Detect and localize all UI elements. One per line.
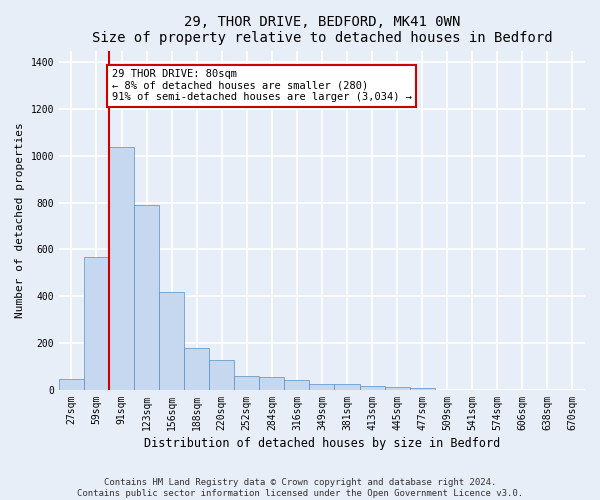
- Bar: [334, 384, 359, 390]
- Bar: [359, 386, 385, 390]
- Text: Contains HM Land Registry data © Crown copyright and database right 2024.
Contai: Contains HM Land Registry data © Crown c…: [77, 478, 523, 498]
- Text: 29 THOR DRIVE: 80sqm
← 8% of detached houses are smaller (280)
91% of semi-detac: 29 THOR DRIVE: 80sqm ← 8% of detached ho…: [112, 70, 412, 102]
- Bar: [59, 380, 84, 390]
- Bar: [385, 387, 410, 390]
- Bar: [209, 360, 234, 390]
- Bar: [184, 348, 209, 390]
- X-axis label: Distribution of detached houses by size in Bedford: Distribution of detached houses by size …: [144, 437, 500, 450]
- Bar: [234, 376, 259, 390]
- Bar: [109, 146, 134, 390]
- Bar: [259, 377, 284, 390]
- Bar: [84, 256, 109, 390]
- Bar: [410, 388, 434, 390]
- Bar: [134, 205, 159, 390]
- Y-axis label: Number of detached properties: Number of detached properties: [15, 122, 25, 318]
- Bar: [159, 292, 184, 390]
- Title: 29, THOR DRIVE, BEDFORD, MK41 0WN
Size of property relative to detached houses i: 29, THOR DRIVE, BEDFORD, MK41 0WN Size o…: [92, 15, 552, 45]
- Bar: [310, 384, 334, 390]
- Bar: [284, 380, 310, 390]
